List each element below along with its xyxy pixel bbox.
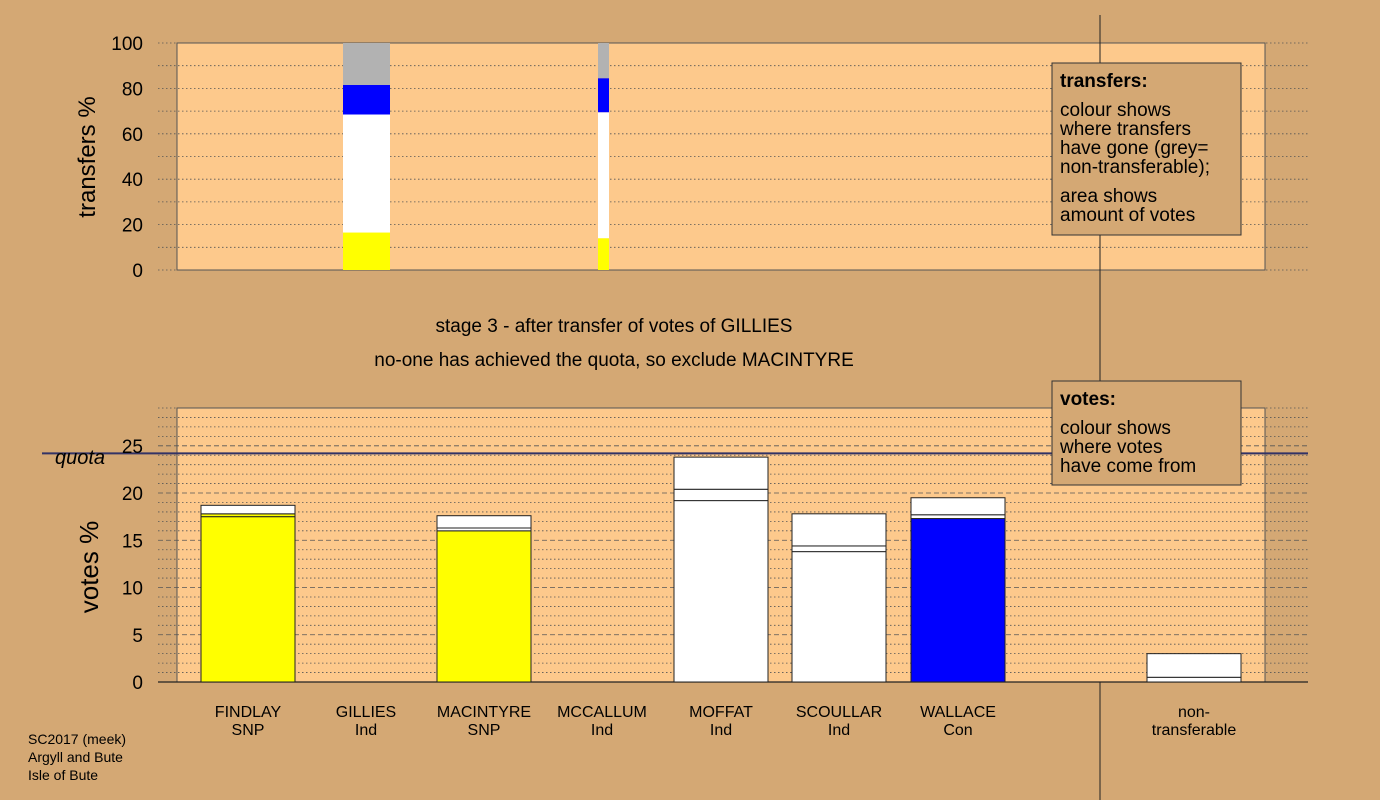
y-tick-label: 40 bbox=[122, 170, 143, 191]
footer-line: SC2017 (meek) bbox=[28, 731, 126, 747]
transfer-bar-mccallum bbox=[598, 43, 609, 270]
transfers-bars bbox=[343, 43, 609, 270]
vote-segment-con bbox=[910, 518, 1006, 683]
vote-segment-ind bbox=[673, 488, 769, 502]
transfer-segment-snp bbox=[598, 238, 609, 270]
votes-y-axis-label: votes % bbox=[74, 521, 104, 614]
candidate-party: Con bbox=[943, 722, 972, 739]
transfer-segment-non-transferable bbox=[343, 43, 390, 85]
candidate-name: MOFFAT bbox=[689, 704, 753, 721]
transfer-bar-gillies bbox=[343, 43, 390, 270]
footer-line: Isle of Bute bbox=[28, 767, 98, 783]
transfers-legend-line: non-transferable); bbox=[1060, 157, 1210, 178]
vote-segment-snp bbox=[436, 530, 532, 683]
y-tick-label: 25 bbox=[122, 437, 143, 458]
candidate-party: Ind bbox=[710, 722, 732, 739]
candidate-name: GILLIES bbox=[336, 704, 396, 721]
vote-bar-moffat bbox=[673, 456, 769, 683]
y-tick-label: 80 bbox=[122, 79, 143, 100]
vote-segment-snp bbox=[200, 516, 296, 683]
y-tick-label: 15 bbox=[122, 531, 143, 552]
vote-segment-ind bbox=[910, 514, 1006, 520]
transfers-legend-line: amount of votes bbox=[1060, 205, 1195, 226]
y-tick-label: 5 bbox=[132, 626, 143, 647]
y-tick-label: 60 bbox=[122, 125, 143, 146]
candidate-name: WALLACE bbox=[920, 704, 996, 721]
exclusion-caption: no-one has achieved the quota, so exclud… bbox=[374, 350, 854, 371]
candidate-party: Ind bbox=[355, 722, 377, 739]
transfer-segment-non-transferable bbox=[598, 43, 609, 79]
transfers-legend-line: area shows bbox=[1060, 186, 1157, 207]
vote-segment-ind bbox=[200, 504, 296, 515]
vote-bar-non-transferable bbox=[1146, 653, 1242, 683]
vote-segment-ind bbox=[436, 515, 532, 529]
stage-caption: stage 3 - after transfer of votes of GIL… bbox=[436, 316, 793, 337]
vote-segment-ind bbox=[1146, 653, 1242, 678]
votes-y-ticks: 0 5 10 15 20 25 bbox=[122, 437, 143, 694]
vote-segment-ind bbox=[791, 551, 887, 683]
votes-legend-line: have come from bbox=[1060, 456, 1196, 477]
transfer-segment-ind bbox=[343, 114, 390, 233]
candidate-name: FINDLAY bbox=[215, 704, 282, 721]
y-tick-label: 0 bbox=[132, 673, 143, 694]
footer-line: Argyll and Bute bbox=[28, 749, 123, 765]
candidate-party: Ind bbox=[828, 722, 850, 739]
candidate-name: SCOULLAR bbox=[796, 704, 882, 721]
y-tick-label: 100 bbox=[111, 34, 143, 55]
votes-legend-line: where votes bbox=[1059, 437, 1162, 458]
candidate-name: MCCALLUM bbox=[557, 704, 647, 721]
vote-segment-ind bbox=[791, 545, 887, 553]
transfers-y-ticks: 0 20 40 60 80 100 bbox=[111, 34, 143, 282]
votes-legend: votes: colour shows where votes have com… bbox=[1051, 380, 1242, 486]
candidate-party: SNP bbox=[232, 722, 265, 739]
transfers-legend: transfers: colour shows where transfers … bbox=[1051, 62, 1242, 236]
transfers-legend-line: where transfers bbox=[1059, 119, 1191, 140]
non-transferable-label: transferable bbox=[1152, 722, 1237, 739]
transfers-legend-line: colour shows bbox=[1060, 100, 1171, 121]
candidate-name: MACINTYRE bbox=[437, 704, 531, 721]
vote-segment-ind bbox=[1146, 676, 1242, 683]
vote-bar-wallace bbox=[910, 497, 1006, 683]
transfers-legend-title: transfers: bbox=[1060, 71, 1148, 92]
y-tick-label: 10 bbox=[122, 579, 143, 600]
non-transferable-label: non- bbox=[1178, 704, 1210, 721]
vote-segment-ind bbox=[673, 456, 769, 490]
vote-bar-scoullar bbox=[791, 513, 887, 683]
vote-segment-ind bbox=[791, 513, 887, 547]
y-tick-label: 20 bbox=[122, 216, 143, 237]
y-tick-label: 0 bbox=[132, 261, 143, 282]
transfers-y-axis-label: transfers % bbox=[74, 96, 101, 217]
y-tick-label: 20 bbox=[122, 484, 143, 505]
candidate-party: SNP bbox=[468, 722, 501, 739]
votes-legend-title: votes: bbox=[1060, 389, 1116, 410]
transfer-segment-snp bbox=[343, 232, 390, 270]
transfer-segment-con bbox=[343, 84, 390, 115]
transfers-legend-line: have gone (grey= bbox=[1060, 138, 1208, 159]
vote-segment-ind bbox=[910, 497, 1006, 516]
transfer-segment-ind bbox=[598, 112, 609, 239]
transfers-legend-box bbox=[1051, 62, 1242, 236]
transfer-segment-con bbox=[598, 78, 609, 113]
vote-bar-findlay bbox=[200, 504, 296, 683]
quota-label: quota bbox=[55, 447, 105, 469]
vote-segment-ind bbox=[673, 500, 769, 683]
vote-bar-macintyre bbox=[436, 515, 532, 683]
votes-bars bbox=[200, 456, 1242, 683]
votes-legend-line: colour shows bbox=[1060, 418, 1171, 439]
votes-x-labels: FINDLAYSNPGILLIESIndMACINTYRESNPMCCALLUM… bbox=[215, 704, 1237, 739]
candidate-party: Ind bbox=[591, 722, 613, 739]
votes-legend-box bbox=[1051, 380, 1242, 486]
